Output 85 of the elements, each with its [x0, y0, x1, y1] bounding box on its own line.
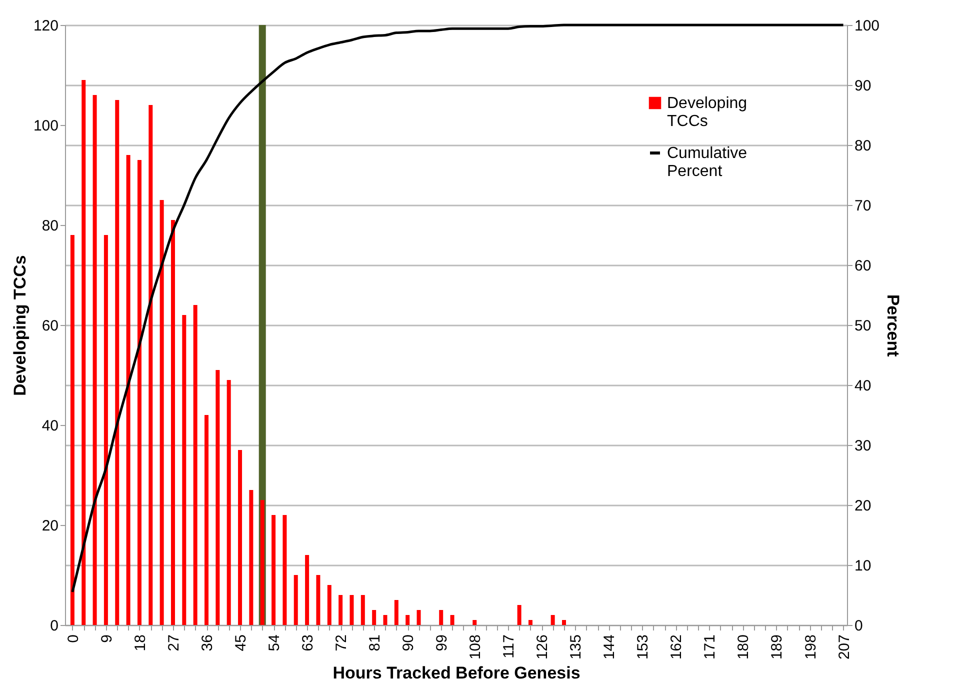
x-tick-label: 9 — [98, 634, 116, 643]
y2-tick-label: 100 — [854, 18, 880, 34]
x-tick-label: 63 — [300, 634, 317, 652]
y-tick-label: 60 — [42, 318, 58, 334]
bar — [416, 610, 421, 625]
y2-tick-label: 90 — [854, 78, 872, 94]
y2-tick-label: 30 — [854, 438, 872, 454]
x-tick-label: 36 — [199, 634, 216, 652]
x-tick-label: 198 — [802, 634, 820, 660]
x-tick-label: 90 — [400, 634, 418, 652]
legend-label: Developing TCCs — [667, 95, 748, 130]
y2-tick-label: 60 — [854, 258, 872, 274]
bar — [305, 555, 310, 625]
bar — [260, 500, 264, 625]
x-tick-label: 189 — [768, 634, 786, 660]
y-tick-label: 20 — [42, 518, 58, 534]
bar — [170, 220, 175, 625]
bar — [182, 315, 186, 625]
bar — [104, 235, 108, 625]
y2-axis-title: Percent — [884, 294, 903, 358]
y2-tick-label: 40 — [854, 378, 872, 394]
x-tick-label: 180 — [735, 634, 752, 660]
bar — [372, 610, 376, 625]
x-tick-label: 162 — [668, 634, 686, 660]
bar — [406, 615, 410, 625]
x-tick-label: 153 — [634, 634, 652, 660]
bar — [550, 615, 555, 625]
bar — [126, 155, 130, 625]
x-tick-label: 81 — [366, 634, 384, 652]
bar — [472, 620, 477, 625]
x-tick-label: 207 — [836, 634, 853, 660]
line-series — [71, 24, 845, 594]
y2-tick-label: 20 — [854, 498, 872, 514]
bar — [562, 620, 566, 625]
bar — [92, 95, 97, 625]
x-tick-label: 18 — [132, 634, 149, 652]
x-tick-label: 72 — [333, 634, 350, 652]
bar — [249, 490, 254, 625]
bar — [383, 615, 388, 625]
bar — [193, 305, 198, 625]
bar — [70, 235, 74, 625]
bar — [216, 370, 220, 625]
y-tick-label: 100 — [33, 118, 58, 134]
bar — [294, 575, 298, 625]
bar — [226, 380, 231, 625]
bar — [82, 80, 86, 625]
bar — [115, 100, 120, 625]
x-tick-label: 108 — [467, 634, 484, 660]
x-tick-label: 45 — [232, 634, 250, 652]
y2-tick-label: 50 — [854, 318, 872, 334]
x-tick-label: 117 — [500, 634, 518, 658]
bar — [204, 415, 209, 625]
x-axis-title: Hours Tracked Before Genesis — [332, 664, 580, 683]
bar — [517, 605, 522, 625]
x-tick-label: 135 — [568, 634, 585, 660]
bar — [160, 200, 164, 625]
x-tick-label: 54 — [266, 634, 284, 652]
x-tick-label: 126 — [534, 634, 552, 660]
y2-tick-label: 70 — [854, 198, 872, 214]
bar — [137, 160, 142, 625]
bar — [282, 515, 287, 625]
y2-tick-label: 80 — [854, 138, 872, 154]
y-tick-label: 80 — [42, 218, 58, 234]
bar — [439, 610, 444, 625]
x-tick-label: 171 — [702, 634, 719, 660]
bar — [316, 575, 320, 625]
legend-label: Cumulative Percent — [667, 145, 748, 180]
y2-tick-label: 10 — [854, 558, 872, 574]
bar — [272, 515, 276, 625]
bar — [394, 600, 398, 625]
bar — [338, 595, 343, 625]
x-tick-label: 144 — [601, 634, 618, 660]
bar — [360, 595, 365, 625]
y-tick-label: 40 — [42, 418, 58, 434]
x-tick-label: 0 — [64, 634, 82, 643]
x-tick-label: 99 — [434, 634, 451, 652]
bar — [238, 450, 242, 625]
y-tick-label: 120 — [33, 18, 58, 34]
y-axis-title: Developing TCCs — [10, 255, 30, 396]
bar — [327, 585, 332, 625]
bar — [450, 615, 454, 625]
bar — [148, 105, 153, 625]
bar — [528, 620, 532, 625]
bar — [350, 595, 354, 625]
x-tick-label: 27 — [165, 634, 182, 652]
